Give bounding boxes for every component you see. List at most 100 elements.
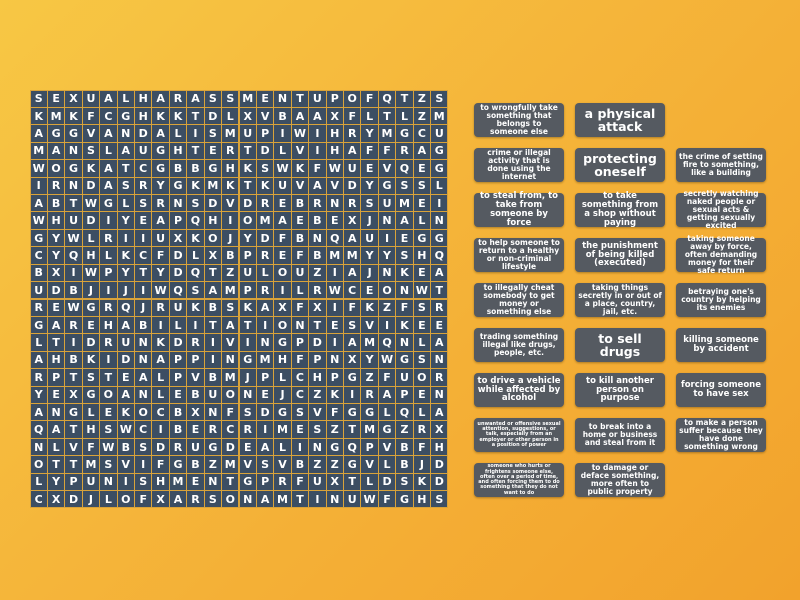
letter-cell[interactable]: X bbox=[344, 351, 361, 369]
letter-cell[interactable]: G bbox=[82, 299, 100, 316]
letter-cell[interactable]: P bbox=[47, 369, 65, 386]
letter-cell[interactable]: N bbox=[100, 473, 117, 491]
letter-cell[interactable]: R bbox=[344, 195, 361, 212]
letter-cell[interactable]: B bbox=[65, 282, 82, 299]
letter-cell[interactable]: W bbox=[361, 491, 378, 508]
letter-cell[interactable]: Y bbox=[361, 247, 378, 264]
letter-cell[interactable]: D bbox=[256, 142, 274, 160]
letter-cell[interactable]: U bbox=[152, 229, 169, 247]
letter-cell[interactable]: S bbox=[204, 90, 222, 107]
letter-cell[interactable]: F bbox=[309, 160, 326, 177]
letter-cell[interactable]: R bbox=[256, 282, 274, 299]
clue-card[interactable]: forcing someone to have sex bbox=[676, 373, 766, 407]
letter-cell[interactable]: E bbox=[274, 247, 291, 264]
letter-cell[interactable]: I bbox=[65, 264, 82, 282]
letter-cell[interactable]: T bbox=[47, 334, 65, 351]
clue-card[interactable]: secretly watching naked people or sexual… bbox=[676, 190, 766, 229]
letter-cell[interactable]: E bbox=[396, 229, 413, 247]
letter-cell[interactable]: N bbox=[274, 90, 291, 107]
clue-card[interactable]: to make a person suffer because they hav… bbox=[676, 418, 766, 452]
letter-cell[interactable]: T bbox=[378, 107, 396, 125]
letter-cell[interactable]: G bbox=[378, 177, 396, 194]
letter-cell[interactable]: C bbox=[30, 247, 47, 264]
letter-cell[interactable]: I bbox=[309, 491, 326, 508]
letter-cell[interactable]: A bbox=[431, 334, 448, 351]
letter-cell[interactable]: B bbox=[187, 386, 204, 403]
letter-cell[interactable]: F bbox=[344, 299, 361, 316]
letter-cell[interactable]: Z bbox=[204, 456, 222, 473]
letter-cell[interactable]: K bbox=[239, 299, 256, 316]
letter-cell[interactable]: C bbox=[291, 386, 309, 403]
letter-cell[interactable]: L bbox=[100, 491, 117, 508]
letter-cell[interactable]: N bbox=[204, 404, 222, 421]
letter-cell[interactable]: W bbox=[117, 421, 134, 438]
letter-cell[interactable]: M bbox=[222, 369, 239, 386]
letter-cell[interactable]: N bbox=[239, 491, 256, 508]
clue-card[interactable]: to break into a home or business and ste… bbox=[575, 418, 665, 452]
letter-cell[interactable]: A bbox=[222, 316, 239, 334]
letter-cell[interactable]: T bbox=[291, 491, 309, 508]
letter-cell[interactable]: F bbox=[152, 247, 169, 264]
letter-cell[interactable]: K bbox=[256, 177, 274, 194]
letter-cell[interactable]: K bbox=[222, 177, 239, 194]
letter-cell[interactable]: E bbox=[100, 404, 117, 421]
letter-cell[interactable]: V bbox=[65, 438, 82, 456]
letter-cell[interactable]: W bbox=[378, 351, 396, 369]
letter-cell[interactable]: B bbox=[396, 456, 413, 473]
letter-cell[interactable]: I bbox=[100, 282, 117, 299]
letter-cell[interactable]: C bbox=[413, 125, 431, 142]
letter-cell[interactable]: T bbox=[65, 456, 82, 473]
letter-cell[interactable]: G bbox=[413, 229, 431, 247]
letter-cell[interactable]: L bbox=[82, 404, 100, 421]
clue-card[interactable]: trading something illegal like drugs, pe… bbox=[474, 328, 564, 362]
letter-cell[interactable]: G bbox=[30, 316, 47, 334]
letter-cell[interactable]: F bbox=[291, 299, 309, 316]
letter-cell[interactable]: M bbox=[274, 421, 291, 438]
letter-cell[interactable]: P bbox=[239, 247, 256, 264]
letter-cell[interactable]: X bbox=[47, 264, 65, 282]
letter-cell[interactable]: D bbox=[204, 107, 222, 125]
letter-cell[interactable]: I bbox=[256, 316, 274, 334]
letter-cell[interactable]: N bbox=[65, 177, 82, 194]
letter-cell[interactable]: A bbox=[100, 90, 117, 107]
letter-cell[interactable]: M bbox=[274, 491, 291, 508]
letter-cell[interactable]: W bbox=[30, 160, 47, 177]
letter-cell[interactable]: U bbox=[361, 229, 378, 247]
letter-cell[interactable]: I bbox=[30, 177, 47, 194]
letter-cell[interactable]: Q bbox=[169, 282, 187, 299]
letter-cell[interactable]: B bbox=[30, 264, 47, 282]
letter-cell[interactable]: O bbox=[274, 264, 291, 282]
letter-cell[interactable]: Q bbox=[396, 404, 413, 421]
letter-cell[interactable]: C bbox=[152, 404, 169, 421]
letter-cell[interactable]: G bbox=[204, 160, 222, 177]
letter-cell[interactable]: O bbox=[274, 316, 291, 334]
letter-cell[interactable]: M bbox=[222, 456, 239, 473]
letter-cell[interactable]: A bbox=[274, 212, 291, 229]
letter-cell[interactable]: T bbox=[396, 90, 413, 107]
letter-cell[interactable]: Z bbox=[378, 299, 396, 316]
letter-cell[interactable]: F bbox=[378, 142, 396, 160]
letter-cell[interactable]: U bbox=[344, 491, 361, 508]
letter-cell[interactable]: W bbox=[152, 282, 169, 299]
letter-cell[interactable]: K bbox=[117, 247, 134, 264]
letter-cell[interactable]: F bbox=[222, 404, 239, 421]
letter-cell[interactable]: F bbox=[82, 438, 100, 456]
letter-cell[interactable]: N bbox=[256, 334, 274, 351]
letter-cell[interactable]: J bbox=[361, 212, 378, 229]
letter-cell[interactable]: G bbox=[431, 160, 448, 177]
letter-cell[interactable]: Q bbox=[326, 229, 343, 247]
letter-cell[interactable]: I bbox=[135, 456, 152, 473]
letter-cell[interactable]: A bbox=[344, 142, 361, 160]
letter-cell[interactable]: S bbox=[256, 456, 274, 473]
letter-cell[interactable]: R bbox=[152, 299, 169, 316]
letter-cell[interactable]: N bbox=[431, 212, 448, 229]
letter-cell[interactable]: I bbox=[117, 229, 134, 247]
letter-cell[interactable]: K bbox=[187, 177, 204, 194]
letter-cell[interactable]: A bbox=[431, 404, 448, 421]
letter-cell[interactable]: T bbox=[239, 316, 256, 334]
letter-cell[interactable]: O bbox=[204, 229, 222, 247]
letter-cell[interactable]: T bbox=[187, 107, 204, 125]
letter-cell[interactable]: F bbox=[291, 351, 309, 369]
letter-cell[interactable]: D bbox=[344, 177, 361, 194]
letter-cell[interactable]: H bbox=[326, 142, 343, 160]
